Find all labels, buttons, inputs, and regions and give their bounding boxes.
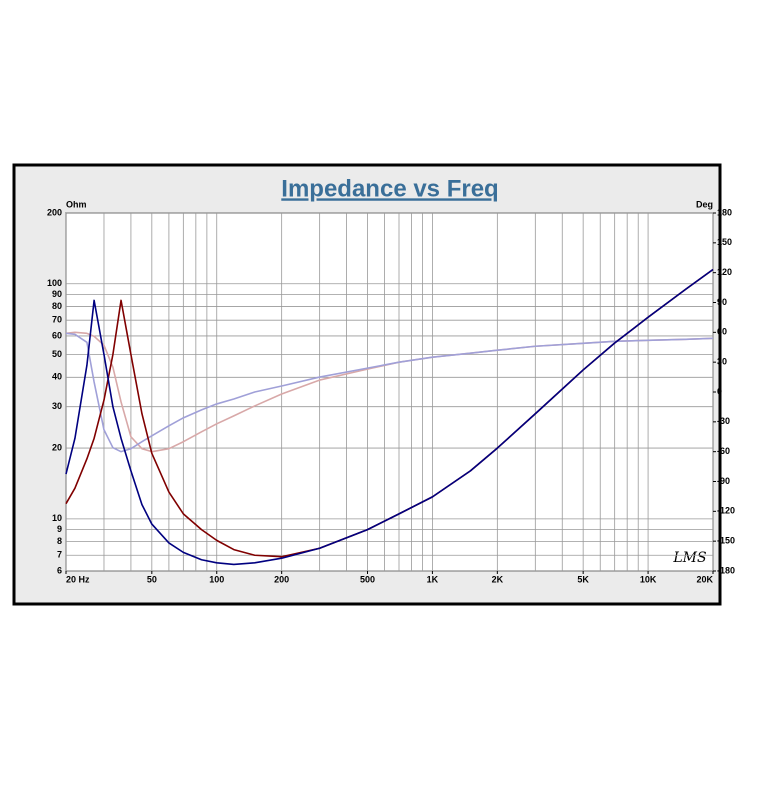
- y-tick-label: 70: [52, 315, 62, 325]
- y-axis-label: Ohm: [66, 199, 87, 209]
- series-line: [65, 268, 714, 566]
- y-tick-label: 40: [52, 372, 62, 382]
- y-tick-label: 10: [52, 513, 62, 523]
- y2-tick-label: 180: [717, 207, 732, 217]
- y2-tick-label: 0: [717, 386, 722, 396]
- y2-tick-label: -150: [717, 536, 735, 546]
- series-line: [65, 332, 714, 453]
- plot-area: [65, 212, 714, 572]
- y-tick-label: 200: [47, 207, 62, 217]
- y2-tick-label: -180: [717, 565, 735, 575]
- y-tick-label: 90: [52, 289, 62, 299]
- y2-tick-label: 30: [717, 357, 727, 367]
- y-tick-label: 100: [47, 278, 62, 288]
- y2-tick-label: -90: [717, 476, 730, 486]
- y2-tick-label: 120: [717, 267, 732, 277]
- x-tick-label: 10K: [640, 574, 657, 584]
- y2-tick-label: -60: [717, 446, 730, 456]
- y2-tick-label: 60: [717, 327, 727, 337]
- y2-tick-label: 90: [717, 297, 727, 307]
- chart-title: Impedance vs Freq: [281, 175, 498, 202]
- x-tick-label: 5K: [577, 574, 589, 584]
- y-tick-label: 7: [57, 550, 62, 560]
- x-tick-label: 1K: [427, 574, 439, 584]
- x-tick-label: 200: [274, 574, 289, 584]
- logo: LMS: [672, 550, 706, 566]
- x-tick-label: 500: [360, 574, 375, 584]
- y-tick-label: 80: [52, 301, 62, 311]
- y-tick-label: 9: [57, 524, 62, 534]
- y2-tick-label: 150: [717, 237, 732, 247]
- x-tick-label: 2K: [492, 574, 504, 584]
- x-tick-label: 50: [147, 574, 157, 584]
- y-tick-label: 60: [52, 330, 62, 340]
- y-tick-label: 8: [57, 536, 62, 546]
- x-tick-label: 20K: [696, 574, 713, 584]
- x-tick-label: 20 Hz: [66, 574, 90, 584]
- y-tick-label: 20: [52, 442, 62, 452]
- y-tick-label: 30: [52, 401, 62, 411]
- y2-axis-label: Deg: [696, 199, 713, 209]
- y-tick-label: 50: [52, 349, 62, 359]
- y2-tick-label: -120: [717, 506, 735, 516]
- x-tick-label: 100: [209, 574, 224, 584]
- y2-tick-label: -30: [717, 416, 730, 426]
- y-tick-label: 6: [57, 565, 62, 575]
